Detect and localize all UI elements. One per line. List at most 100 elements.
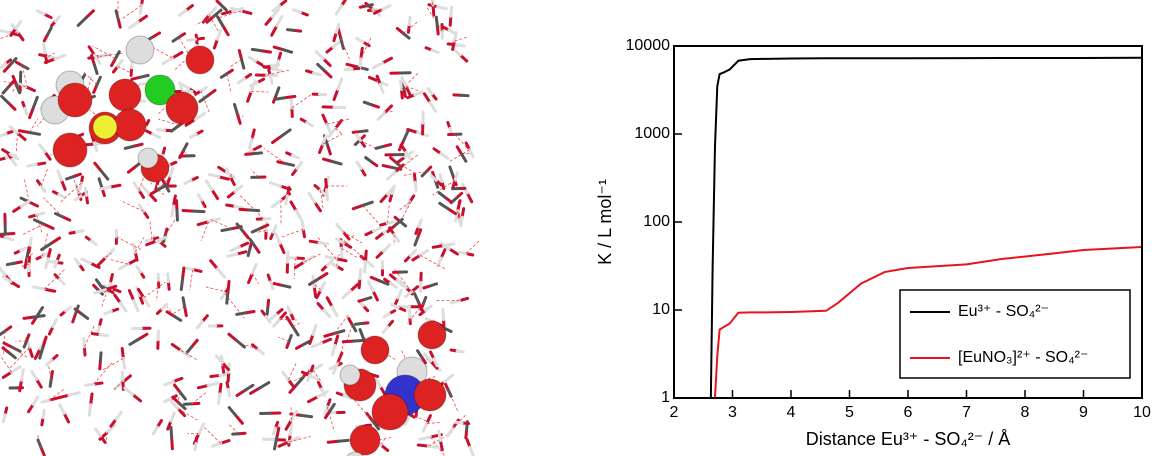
bond — [176, 407, 187, 418]
bond — [93, 288, 107, 295]
bond — [48, 377, 53, 388]
bond — [284, 418, 293, 431]
bond — [233, 184, 244, 194]
bond — [73, 194, 83, 202]
h-bond — [24, 179, 30, 203]
bond — [345, 62, 359, 69]
bond — [163, 397, 173, 404]
bond — [321, 134, 328, 146]
bond — [98, 333, 109, 338]
h-bond — [21, 65, 28, 88]
bond — [220, 227, 234, 233]
bond — [426, 444, 440, 449]
bond — [390, 303, 400, 309]
h-bond — [266, 69, 290, 76]
bond — [163, 380, 175, 387]
bond — [181, 266, 186, 281]
h-bond — [336, 254, 340, 267]
bond — [12, 204, 23, 213]
h-bond — [205, 286, 228, 293]
h-bond — [11, 84, 17, 94]
h-bond — [235, 341, 259, 350]
bond — [62, 411, 71, 424]
h-bond — [195, 15, 215, 26]
bond — [369, 275, 382, 283]
bond — [413, 90, 424, 97]
bond — [401, 81, 406, 92]
bond — [42, 42, 47, 55]
h-bond — [406, 303, 424, 324]
bond — [319, 337, 333, 345]
bond — [240, 57, 246, 70]
h-bond — [252, 273, 260, 284]
bond — [306, 371, 312, 383]
h-bond — [210, 218, 232, 229]
h-bond — [116, 236, 142, 250]
bond — [441, 242, 456, 248]
bond — [447, 247, 460, 256]
bond — [238, 207, 251, 212]
bond — [277, 440, 291, 448]
bond — [446, 206, 458, 216]
bond — [44, 358, 54, 367]
bond — [357, 277, 362, 290]
bond — [0, 62, 8, 69]
h-bond — [288, 436, 311, 443]
bond — [142, 296, 151, 308]
bond — [441, 308, 446, 322]
bond — [49, 236, 62, 246]
atom — [125, 35, 155, 65]
h-bond — [447, 389, 459, 412]
bond — [314, 50, 325, 61]
x-tick-label: 3 — [728, 404, 737, 421]
bond — [160, 302, 169, 311]
bond — [307, 395, 320, 404]
x-tick-label: 4 — [787, 404, 796, 421]
bond — [380, 4, 392, 11]
bond — [371, 61, 384, 70]
h-bond — [171, 306, 185, 315]
bond — [31, 395, 40, 406]
bond — [89, 239, 98, 246]
bond — [46, 259, 57, 264]
x-tick-label: 7 — [962, 404, 971, 421]
y-tick-label: 10 — [652, 301, 670, 318]
bond — [351, 203, 365, 211]
h-bond — [48, 52, 55, 57]
bond — [431, 244, 445, 249]
bond — [114, 410, 123, 421]
bond — [94, 278, 103, 287]
bond — [39, 184, 47, 193]
atom — [346, 451, 364, 456]
h-bond — [432, 179, 456, 196]
h-bond — [280, 228, 304, 238]
atom — [413, 378, 447, 412]
bond — [207, 172, 221, 179]
bond — [16, 131, 27, 141]
atom — [185, 45, 215, 75]
bond — [226, 252, 239, 258]
bond — [336, 77, 344, 91]
bond — [0, 266, 7, 277]
bond — [429, 174, 438, 182]
bond — [271, 134, 283, 145]
bond — [465, 191, 474, 204]
bond — [268, 312, 278, 321]
bond — [0, 94, 10, 105]
h-bond — [84, 325, 95, 347]
bond — [76, 16, 88, 27]
bond — [214, 354, 224, 365]
bond — [41, 408, 46, 420]
bond — [258, 381, 271, 390]
bond — [436, 5, 448, 11]
bond — [118, 301, 128, 313]
h-bond — [304, 253, 322, 263]
bond — [318, 188, 328, 197]
bond — [407, 15, 412, 27]
bond — [299, 413, 314, 419]
bond — [126, 258, 138, 266]
atom — [144, 74, 176, 106]
bond — [151, 132, 162, 140]
y-tick-label: 10000 — [626, 37, 671, 54]
legend-label: Eu³⁺ - SO₄²⁻ — [958, 303, 1049, 320]
